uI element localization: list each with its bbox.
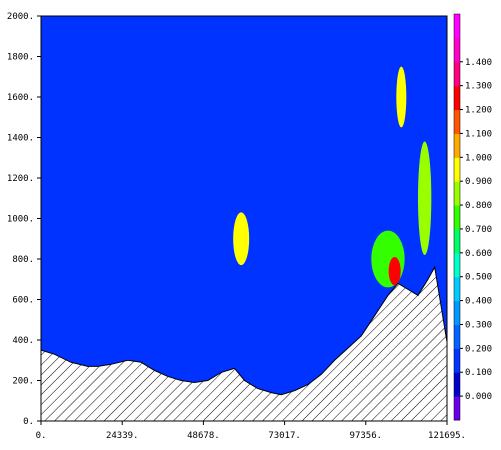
colorbar-band: [454, 37, 460, 63]
contour-fields: [233, 66, 432, 288]
y-tick-label: 2000.: [7, 12, 34, 22]
colorbar-label: 0.400: [465, 297, 492, 307]
colorbar-label: 0.500: [465, 273, 492, 283]
colorbar-band: [454, 133, 460, 158]
y-tick-label: 1200.: [7, 174, 34, 184]
colorbar-label: 0.000: [465, 392, 492, 402]
y-tick-label: 1400.: [7, 134, 34, 144]
colorbar-band: [454, 372, 460, 397]
colorbar-band: [454, 252, 460, 278]
colorbar-label: 0.300: [465, 320, 492, 330]
x-tick-label: 48678.: [187, 431, 220, 441]
x-tick-label: 73017.: [268, 431, 301, 441]
colorbar-label: 0.600: [465, 249, 492, 259]
colorbar-label: 0.700: [465, 225, 492, 235]
contour-feature-0: [233, 212, 250, 266]
y-tick-label: 600.: [12, 296, 34, 306]
colorbar-frame: [453, 13, 461, 421]
y-tick-label: 800.: [12, 255, 34, 265]
y-tick-label: 1000.: [7, 215, 34, 225]
colorbar-band: [454, 300, 460, 325]
colorbar-band: [454, 324, 460, 349]
plot-area: [40, 15, 448, 422]
x-tick-label: 121695.: [428, 431, 466, 441]
colorbar-band: [454, 228, 460, 254]
colorbar-label: 1.000: [465, 153, 492, 163]
colorbar-band: [454, 109, 460, 134]
colorbar-label: 0.900: [465, 177, 492, 187]
colorbar-label: 1.300: [465, 82, 492, 92]
y-tick-label: 1800.: [7, 53, 34, 63]
colorbar-band: [454, 276, 460, 302]
colorbar-label: 1.100: [465, 129, 492, 139]
colorbar-label: 0.800: [465, 201, 492, 211]
colorbar-band: [454, 348, 460, 373]
colorbar-band: [454, 14, 460, 39]
colorbar: 0.000 0.100 0.200 0.300 0.400 0.500 0.600 0.700…: [453, 13, 492, 421]
colorbar-band: [454, 85, 460, 111]
colorbar-label: 0.200: [465, 344, 492, 354]
x-tick-label: 97356.: [350, 431, 383, 441]
colorbar-band: [454, 181, 460, 206]
colorbar-label: 1.200: [465, 106, 492, 116]
colorbar-band: [454, 61, 460, 87]
colorbar-label: 0.100: [465, 368, 492, 378]
x-tick-label: 0.: [36, 431, 47, 441]
terrain-hatched-region: [40, 265, 448, 422]
colorbar-label: 1.400: [465, 58, 492, 68]
y-tick-label: 400.: [12, 336, 34, 346]
colorbar-band: [454, 396, 460, 421]
x-tick-label: 24339.: [106, 431, 139, 441]
contour-feature-2: [388, 256, 401, 286]
y-axis: 0. 200. 400. 600. 800. 1000. 1200. 1400. 1600. 18…: [7, 12, 41, 427]
y-tick-label: 200.: [12, 377, 34, 387]
y-tick-label: 1600.: [7, 93, 34, 103]
contour-feature-4: [417, 141, 432, 255]
colorbar-band: [454, 157, 460, 182]
colorbar-band: [454, 205, 460, 230]
y-tick-label: 0.: [23, 417, 34, 427]
x-axis: 0. 24339. 48678. 73017. 97356. 121695.: [36, 421, 466, 441]
contour-feature-3: [396, 66, 407, 128]
